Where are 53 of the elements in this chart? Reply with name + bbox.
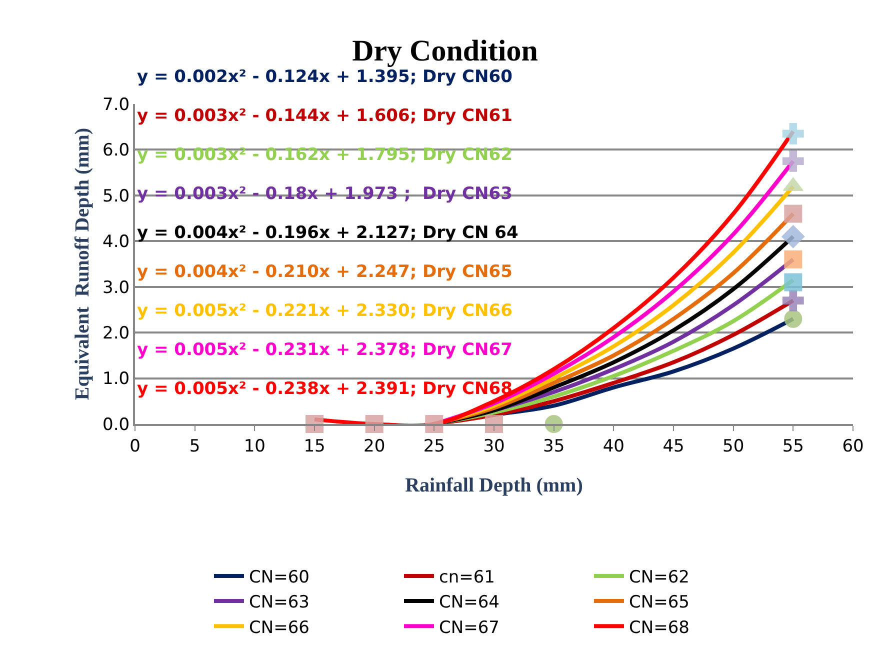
x-tick-label: 25 — [423, 436, 445, 456]
y-tick-label: 2.0 — [102, 324, 130, 344]
y-tick-label: 0.0 — [102, 414, 130, 435]
point — [784, 273, 802, 292]
x-tick-label: 60 — [842, 436, 864, 456]
point — [782, 123, 804, 144]
y-tick-label: 6.0 — [102, 140, 130, 161]
annotation: y = 0.005x² - 0.238x + 2.391; Dry CN68 — [137, 379, 512, 399]
annotation: y = 0.003x² - 0.144x + 1.606; Dry CN61 — [137, 106, 512, 126]
legend-label: CN=60 — [249, 568, 310, 588]
point — [784, 310, 802, 328]
x-tick-label: 15 — [304, 436, 326, 456]
point — [782, 225, 805, 248]
legend-label: cn=61 — [439, 568, 495, 588]
x-tick-label: 5 — [189, 436, 200, 456]
point — [306, 415, 324, 433]
x-tick-label: 20 — [364, 436, 386, 456]
x-axis-title: Rainfall Depth (mm) — [405, 474, 583, 496]
y-tick-label: 1.0 — [102, 369, 130, 390]
x-tick-label: 50 — [722, 436, 744, 456]
point — [365, 415, 384, 433]
point — [784, 250, 802, 268]
legend-label: CN=65 — [629, 592, 690, 613]
point — [782, 150, 804, 172]
annotation: y = 0.005x² - 0.221x + 2.330; Dry CN66 — [137, 301, 512, 321]
point — [784, 204, 802, 223]
chart-title: Dry Condition — [352, 34, 538, 68]
x-tick-label: 55 — [782, 436, 804, 456]
x-tick-label: 35 — [543, 436, 565, 456]
x-tick-label: 30 — [483, 436, 505, 456]
point — [485, 415, 503, 433]
x-tick-label: 10 — [244, 436, 266, 456]
annotation: y = 0.003x² - 0.162x + 1.795; Dry CN62 — [137, 145, 512, 165]
y-axis-title: Equivalent Runoff Depth (mm) — [72, 128, 94, 400]
y-tick-label: 7.0 — [102, 94, 130, 115]
y-tick-label: 5.0 — [102, 186, 130, 206]
annotation: y = 0.004x² - 0.196x + 2.127; Dry CN 64 — [137, 223, 518, 243]
legend-label: CN=62 — [629, 568, 690, 588]
legend-label: CN=67 — [439, 618, 500, 638]
point — [425, 415, 444, 433]
x-tick-label: 45 — [662, 436, 684, 456]
y-tick-label: 4.0 — [102, 232, 130, 252]
legend-label: CN=66 — [249, 618, 310, 638]
y-tick-label: 3.0 — [102, 278, 130, 298]
annotation: y = 0.005x² - 0.231x + 2.378; Dry CN67 — [137, 340, 512, 360]
legend-label: CN=63 — [249, 592, 310, 613]
x-tick-label: 0 — [130, 436, 140, 456]
annotation: y = 0.004x² - 0.210x + 2.247; Dry CN65 — [137, 262, 512, 282]
legend-label: CN=68 — [629, 618, 690, 638]
legend-label: CN=64 — [439, 592, 500, 613]
text: y = 0.002x² - 0.124x + 1.395; Dry CN60 — [137, 67, 513, 87]
point — [782, 290, 804, 312]
x-tick-label: 40 — [602, 436, 624, 456]
